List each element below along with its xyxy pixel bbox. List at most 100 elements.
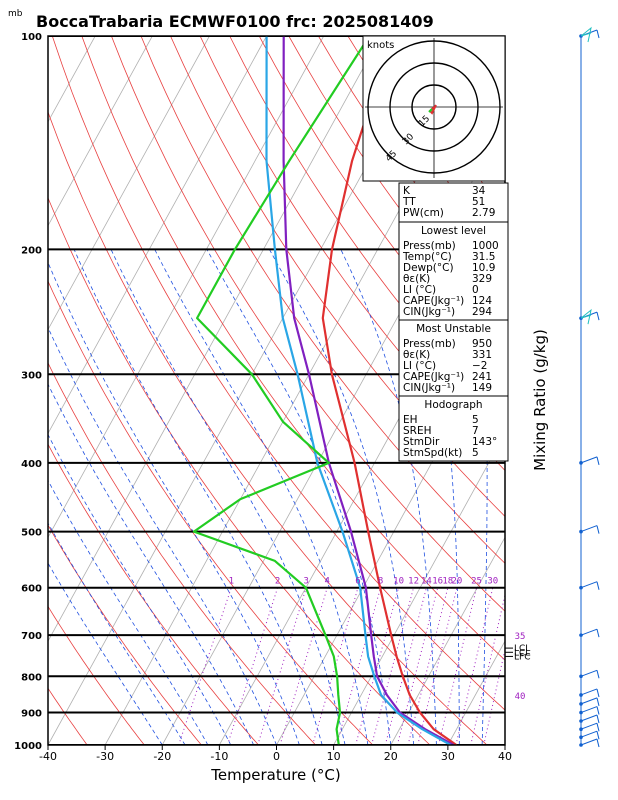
profile-lines	[192, 36, 458, 745]
mixing-ratio-line	[312, 587, 359, 745]
mixing-ratio-line	[178, 587, 232, 745]
index-value: 34	[472, 185, 486, 197]
pressure-tick-label: 400	[21, 459, 42, 470]
index-value: 5	[472, 447, 479, 459]
index-value: 7	[472, 425, 479, 437]
mixing-ratio-line	[396, 587, 439, 745]
isotherm-line	[333, 432, 505, 745]
index-value: 10.9	[472, 262, 495, 274]
level-marker-label: LCL	[514, 644, 530, 654]
dry-adiabat	[48, 443, 259, 745]
hodograph-trace	[428, 108, 433, 113]
wind-barb	[596, 456, 600, 465]
wind-barb	[580, 628, 598, 636]
pressure-tick-label: 900	[21, 709, 42, 720]
x-tick-label: -10	[210, 750, 228, 763]
mixing-ratio-label: 40	[515, 692, 526, 702]
isotherm-line	[48, 36, 210, 331]
moist-adiabat	[48, 479, 209, 745]
mixing-ratio-line	[336, 587, 382, 745]
profile-series-3	[192, 36, 371, 745]
pressure-tick-label: 1000	[14, 741, 42, 752]
mixing-ratio-line	[455, 587, 494, 745]
pressure-ticks: 100 200 300 400 500 600 700 800 900 1000	[14, 32, 42, 752]
profile-series-0	[321, 36, 458, 745]
wind-barb	[580, 669, 598, 677]
isotherm-line	[48, 36, 267, 435]
wind-barb	[580, 456, 598, 464]
index-label: Press(mb)	[403, 338, 456, 350]
x-tick-label: 30	[441, 750, 455, 763]
index-value: −2	[472, 360, 487, 372]
index-label: LI (°C)	[403, 284, 436, 296]
index-label: PW(cm)	[403, 207, 444, 219]
wind-barb	[596, 731, 600, 740]
wind-barb	[596, 312, 600, 321]
index-value: 5	[472, 414, 479, 426]
moist-adiabat	[110, 249, 346, 745]
index-label: CAPE(Jkg⁻¹)	[403, 371, 464, 383]
pressure-tick-label: 100	[21, 32, 42, 43]
hodograph-unit: knots	[367, 40, 394, 51]
isotherm-line	[390, 536, 505, 745]
index-label: Temp(°C)	[402, 251, 452, 263]
mixing-ratio-line	[279, 587, 328, 745]
wind-barb	[596, 738, 600, 748]
dry-adiabat	[48, 524, 202, 745]
isobar-lines	[48, 36, 505, 745]
index-box	[398, 221, 509, 321]
moist-adiabat	[206, 249, 392, 745]
wind-barb	[580, 738, 598, 746]
index-label: CIN(Jkg⁻¹)	[403, 306, 455, 318]
x-tick-label: -20	[153, 750, 171, 763]
level-marker-label: LCL	[514, 648, 530, 658]
mixing-ratio-label: 8	[378, 577, 383, 587]
pressure-tick-label: 700	[21, 631, 42, 642]
x-tick-label: 40	[498, 750, 512, 763]
index-value: 51	[472, 196, 485, 208]
index-label: LI (°C)	[403, 360, 436, 372]
moist-adiabat	[269, 249, 414, 745]
index-label: K	[403, 185, 411, 197]
wind-barb	[580, 706, 598, 714]
pressure-unit: mb	[8, 9, 23, 19]
pressure-tick-label: 600	[21, 584, 42, 595]
isotherm-line	[48, 36, 382, 642]
wind-barb	[580, 722, 598, 730]
mixing-ratio-label: 2	[275, 577, 280, 587]
x-tick-label: -30	[96, 750, 114, 763]
chart-title: BoccaTrabaria ECMWF0100 frc: 2025081409	[36, 12, 434, 31]
isotherm-line	[48, 36, 153, 227]
index-section-title: Lowest level	[421, 225, 486, 237]
dry-adiabat	[585, 36, 618, 745]
dry-adiabat	[48, 362, 316, 745]
moist-adiabat	[48, 522, 186, 745]
index-value: 149	[472, 382, 492, 394]
wind-barb	[580, 714, 598, 722]
wind-barb	[596, 688, 600, 698]
moist-adiabat	[48, 383, 255, 745]
index-value: 331	[472, 349, 492, 361]
mixing-ratio-label: 30	[487, 577, 498, 587]
pressure-tick-label: 500	[21, 528, 42, 539]
index-label: θε(K)	[403, 273, 430, 285]
dry-adiabat	[48, 196, 431, 745]
x-tick-label: 20	[384, 750, 398, 763]
mixing-ratio-line	[438, 587, 478, 745]
dry-adiabat	[111, 36, 505, 612]
mixing-ratio-label: 35	[515, 632, 526, 642]
dry-adiabat	[199, 36, 505, 472]
index-value: 950	[472, 338, 492, 350]
mixing-ratio-label: 25	[471, 577, 482, 587]
index-label: CIN(Jkg⁻¹)	[403, 382, 455, 394]
index-section-title: Most Unstable	[416, 323, 491, 335]
dry-adiabat	[48, 605, 145, 745]
index-label: StmDir	[403, 436, 440, 448]
dry-adiabat	[48, 687, 88, 745]
wind-barb	[596, 29, 600, 39]
index-label: Press(mb)	[403, 240, 456, 252]
mixing-ratio-label: 16	[432, 577, 443, 587]
